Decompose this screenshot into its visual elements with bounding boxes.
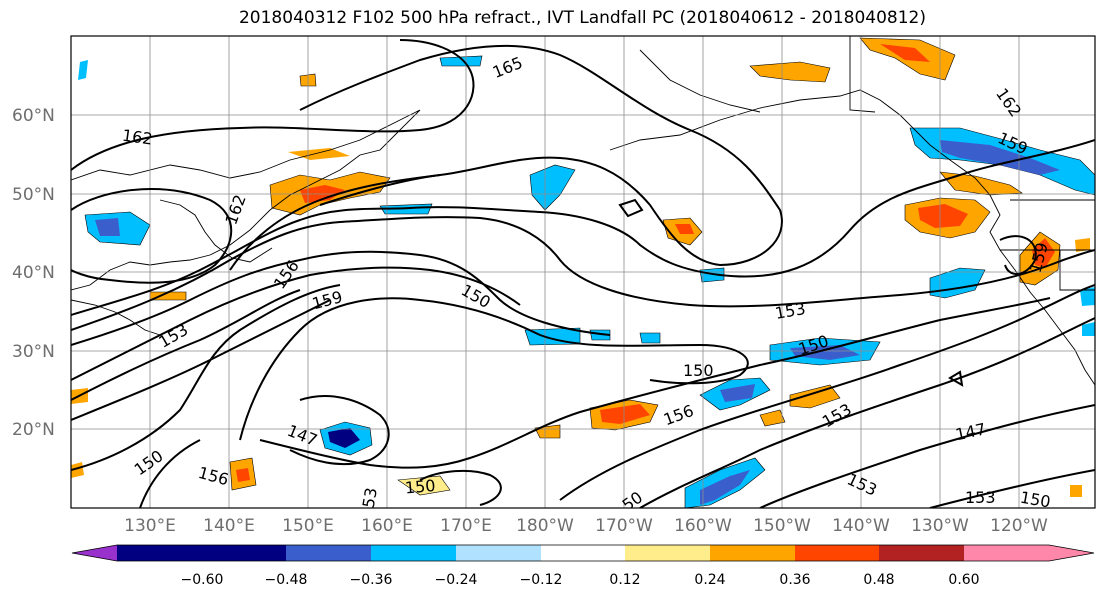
contour-label: 150 [404, 476, 436, 498]
colorbar-tick-label: 0.36 [779, 572, 810, 588]
colorbar-segment [117, 545, 202, 561]
colorbar-segment [371, 545, 456, 561]
contour-label: 162 [121, 126, 154, 149]
colorbar-tick-label: −0.60 [181, 572, 224, 588]
lon-label: 120°W [990, 516, 1048, 536]
lon-label: 140°W [832, 516, 890, 536]
contour-label: 153 [965, 488, 996, 507]
lon-label: 170°E [440, 516, 492, 536]
map-frame [70, 35, 1096, 509]
colorbar-segment [879, 545, 964, 561]
lat-label: 30°N [12, 342, 55, 362]
lon-label: 130°E [124, 516, 176, 536]
lon-label: 160°E [361, 516, 413, 536]
lon-label: 180°W [516, 516, 574, 536]
lat-label: 20°N [12, 420, 55, 440]
contour-label: 53 [359, 486, 381, 509]
longitude-labels: 130°E 140°E 150°E 160°E 170°E 180°W 170°… [124, 516, 1048, 536]
contour-label: 150 [1019, 488, 1052, 512]
lon-label: 150°W [753, 516, 811, 536]
lon-label: 130°W [911, 516, 969, 536]
refractivity-contours [71, 39, 1095, 508]
lat-label: 40°N [12, 263, 55, 283]
colorbar-segment [625, 545, 710, 561]
colorbar-tick-label: −0.24 [435, 572, 478, 588]
colorbar-segment [286, 545, 371, 561]
colorbar-tick-label: 0.48 [863, 572, 894, 588]
colorbar-segment [710, 545, 795, 561]
colorbar-tick-label: 0.24 [694, 572, 725, 588]
colorbar-extend-left [72, 545, 117, 561]
lat-label: 60°N [12, 106, 55, 126]
colorbar-tick-label: −0.48 [265, 572, 308, 588]
coastlines [71, 36, 1095, 386]
lon-label: 150°E [282, 516, 334, 536]
colorbar-extend-right [1049, 545, 1094, 561]
colorbar: −0.60 −0.48 −0.36 −0.24 −0.12 0.12 0.24 … [71, 544, 1095, 588]
map-title: 2018040312 F102 500 hPa refract., IVT La… [238, 8, 926, 28]
contour-label: 150 [683, 361, 714, 380]
colorbar-tick-label: 0.60 [948, 572, 979, 588]
refractivity-shading [71, 37, 1095, 508]
colorbar-tick-label: 0.12 [609, 572, 640, 588]
lat-label: 50°N [12, 185, 55, 205]
lon-label: 160°W [674, 516, 732, 536]
colorbar-tick-label: −0.12 [520, 572, 563, 588]
colorbar-outline [71, 544, 1095, 562]
lon-label: 140°E [203, 516, 255, 536]
colorbar-tick-label: −0.36 [350, 572, 393, 588]
colorbar-segment [202, 545, 286, 561]
colorbar-segment [795, 545, 879, 561]
latitude-labels: 60°N 50°N 40°N 30°N 20°N [12, 106, 55, 440]
map-plot-area: 165 162 162 159 162 156 159 150 153 150 … [71, 36, 1095, 512]
colorbar-segment [456, 545, 541, 561]
colorbar-segment [541, 545, 625, 561]
colorbar-ticks: −0.60 −0.48 −0.36 −0.24 −0.12 0.12 0.24 … [181, 572, 980, 588]
lon-label: 170°W [595, 516, 653, 536]
colorbar-segment [964, 545, 1049, 561]
